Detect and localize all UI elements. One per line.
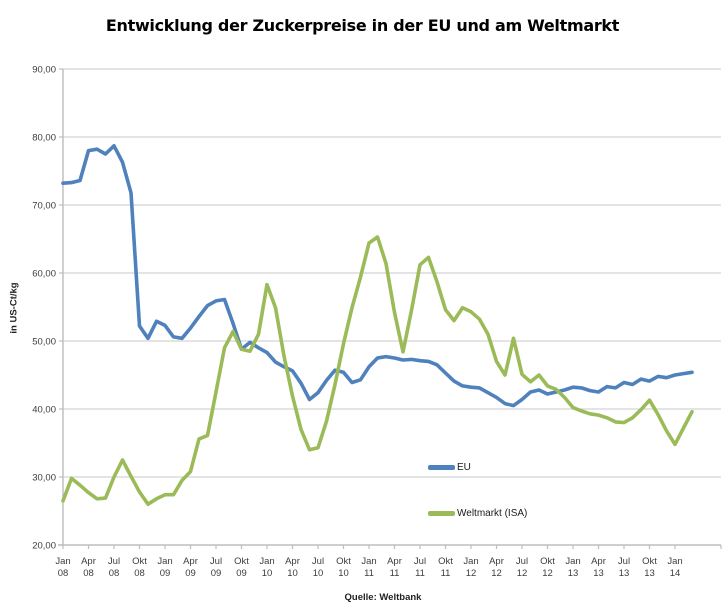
x-tick-label-month: Jan [157,556,172,567]
y-tick-label: 20,00 [32,541,56,552]
x-tick-label-month: Jul [618,556,630,567]
x-tick-label-year: 12 [517,568,528,579]
x-tick-label-month: Jan [361,556,376,567]
x-tick-label-year: 12 [542,568,553,579]
x-tick-label-year: 08 [58,568,69,579]
x-tick-label-month: Okt [438,556,453,567]
y-tick-label: 40,00 [32,405,56,416]
x-tick-label-month: Jan [259,556,274,567]
x-tick-label-year: 09 [211,568,222,579]
x-tick-label-year: 09 [160,568,171,579]
x-tick-label-month: Okt [132,556,147,567]
x-tick-label-month: Jan [565,556,580,567]
y-tick-label: 30,00 [32,473,56,484]
x-tick-label-year: 12 [491,568,502,579]
x-tick-label-month: Jul [516,556,528,567]
x-tick-label-year: 10 [338,568,349,579]
chart-title: Entwicklung der Zuckerpreise in der EU u… [105,16,620,35]
x-tick-label-month: Jan [55,556,70,567]
x-tick-label-year: 11 [364,568,374,579]
legend-label-eu: EU [457,462,471,473]
x-tick-label-month: Jul [414,556,426,567]
x-tick-label-year: 13 [619,568,630,579]
x-tick-label-year: 08 [83,568,94,579]
x-tick-label-year: 08 [134,568,145,579]
x-tick-label-month: Apr [387,556,402,567]
x-tick-label-month: Jul [210,556,222,567]
x-tick-label-year: 10 [262,568,273,579]
x-tick-label-year: 13 [593,568,604,579]
x-tick-label-month: Jul [108,556,120,567]
legend-label-weltmarkt: Weltmarkt (ISA) [457,508,528,519]
y-tick-label: 90,00 [32,65,56,76]
weltmarkt-series-line [61,235,694,507]
x-tick-label-year: 11 [441,568,451,579]
x-tick-label-year: 11 [390,568,400,579]
eu-line-swatch [428,465,455,470]
x-tick-label-month: Apr [489,556,504,567]
x-tick-label-month: Okt [234,556,249,567]
x-tick-label-month: Apr [591,556,606,567]
x-tick-label-month: Okt [540,556,555,567]
x-tick-label-year: 09 [185,568,196,579]
y-tick-label: 60,00 [32,269,56,280]
legend-item-weltmarkt: Weltmarkt (ISA) [428,507,527,520]
x-tick-label-month: Okt [336,556,351,567]
y-tick-label: 50,00 [32,337,56,348]
source-caption: Quelle: Weltbank [344,592,422,603]
weltmarkt-line-swatch [428,511,455,516]
x-tick-label-year: 13 [644,568,655,579]
x-tick-label-month: Apr [183,556,198,567]
legend-item-eu: EU [428,461,527,474]
x-tick-label-year: 09 [236,568,247,579]
x-tick-label-year: 12 [466,568,477,579]
x-tick-label-month: Jan [667,556,682,567]
x-tick-label-year: 10 [287,568,298,579]
x-tick-label-month: Okt [642,556,657,567]
y-tick-label: 70,00 [32,201,56,212]
x-tick-label-month: Apr [285,556,300,567]
x-tick-label-month: Apr [81,556,96,567]
x-tick-label-year: 13 [568,568,579,579]
x-tick-label-year: 14 [670,568,681,579]
x-tick-label-month: Jul [312,556,324,567]
y-tick-label: 80,00 [32,133,56,144]
legend: EU Weltmarkt (ISA) [428,461,527,553]
eu-series-line [61,144,694,408]
x-tick-label-month: Jan [463,556,478,567]
y-axis-title: in US-Ct/kg [8,282,20,334]
x-tick-label-year: 10 [313,568,324,579]
x-tick-label-year: 08 [109,568,120,579]
x-tick-label-year: 11 [415,568,425,579]
